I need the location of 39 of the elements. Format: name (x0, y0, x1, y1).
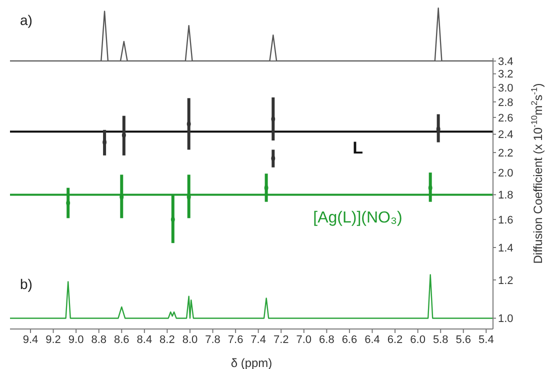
x-tick-label: 9.0 (68, 334, 84, 346)
line-series (10, 274, 493, 319)
x-tick-label: 8.8 (91, 334, 106, 346)
x-tick-label: 8.2 (160, 334, 175, 346)
y-tick-label: 1.8 (498, 190, 514, 202)
annotation: a) (20, 12, 32, 28)
x-tick-label: 6.0 (410, 334, 426, 346)
x-tick-label: 7.4 (250, 334, 266, 346)
x-tick-label: 5.4 (478, 334, 494, 346)
y-tick-label: 3.2 (498, 68, 514, 81)
x-tick-label: 5.6 (456, 334, 472, 346)
annotation: b) (20, 276, 32, 292)
x-tick-label: 8.6 (114, 334, 130, 346)
x-tick-label: 7.2 (273, 334, 289, 346)
x-tick-label: 7.6 (228, 334, 244, 346)
y-tick-label: 2.8 (498, 96, 514, 109)
y-tick-label: 3.4 (498, 56, 514, 68)
ref-line-label: [Ag(L)](NO₃) (313, 210, 402, 227)
x-tick-label: 7.0 (296, 334, 312, 346)
x-tick-label: 6.4 (364, 334, 380, 346)
y-tick-label: 1.6 (498, 214, 514, 226)
ref-line-label: L (352, 138, 363, 158)
x-tick-label: 8.0 (182, 334, 198, 346)
y-tick-label: 1.4 (498, 242, 514, 254)
x-tick-label: 7.8 (205, 334, 220, 346)
x-tick-label: 6.6 (342, 334, 358, 346)
y-tick-label: 2.0 (498, 167, 514, 180)
y-tick-label: 2.2 (498, 147, 514, 160)
y-tick-label: 2.4 (498, 129, 514, 142)
y-tick-label: 3.0 (498, 82, 514, 94)
y-tick-label: 1.2 (498, 274, 514, 287)
x-tick-label: 9.4 (22, 334, 38, 346)
y-tick-label: 1.0 (498, 313, 514, 326)
x-tick-label: 9.2 (46, 334, 61, 346)
x-tick-label: 6.8 (319, 334, 334, 346)
x-tick-label: 6.2 (387, 334, 403, 346)
x-tick-label: 5.8 (432, 334, 448, 346)
y-tick-label: 2.6 (498, 112, 514, 124)
x-tick-label: 8.4 (136, 334, 152, 346)
